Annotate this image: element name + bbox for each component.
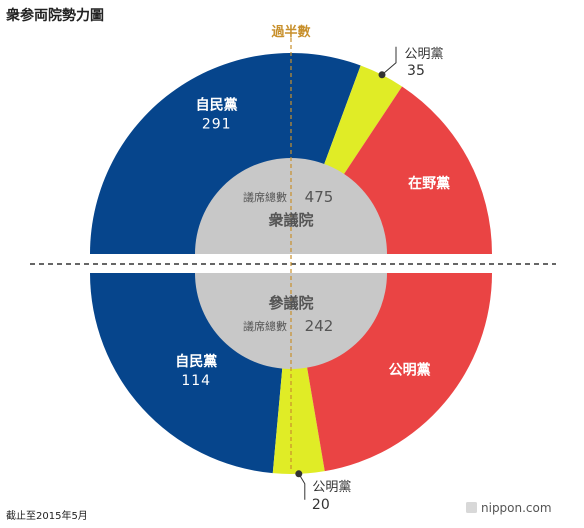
upper-house-name: 參議院 <box>268 294 313 312</box>
leaders-layer <box>295 46 397 500</box>
lower-house-ldp-value: 291 <box>202 117 232 133</box>
lower-house-name: 衆議院 <box>268 211 313 229</box>
nippon-logo-mark <box>466 502 477 513</box>
lower-house-ldp-label: 自民黨 <box>196 97 238 114</box>
nippon-logo: nippon.com <box>466 501 552 515</box>
date-note: 截止至2015年5月 <box>6 509 88 522</box>
lower-house-total-label: 議席總數 <box>243 190 287 204</box>
upper-house-total-label: 議席總數 <box>243 319 287 333</box>
brand-text: nippon.com <box>481 501 552 515</box>
lower-house-opposition-label: 在野黨 <box>408 175 450 192</box>
majority-label: 過半數 <box>270 24 310 40</box>
upper-house-total: 242 <box>305 317 334 335</box>
upper-house-slice-2 <box>272 273 325 474</box>
upper-house-ldp-value: 114 <box>181 373 211 389</box>
lower-house-komeito-value: 35 <box>407 63 425 79</box>
upper-house-opposition-label: 公明黨 <box>389 362 431 379</box>
upper-house-komeito-value: 20 <box>312 497 330 513</box>
lower-house-total: 475 <box>305 188 334 206</box>
chart-title: 衆参両院勢力圖 <box>6 7 104 24</box>
upper-house-ldp-label: 自民黨 <box>175 353 217 370</box>
lower-house-komeito-label: 公明黨 <box>404 47 443 62</box>
lower-house-komeito-leader-line <box>381 46 397 76</box>
upper-house-komeito-leader-line <box>298 473 306 500</box>
upper-house-komeito-label: 公明黨 <box>312 480 351 495</box>
